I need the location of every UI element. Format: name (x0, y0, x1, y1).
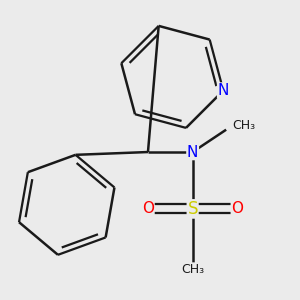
Text: CH₃: CH₃ (232, 119, 255, 132)
Text: S: S (188, 200, 198, 218)
Text: O: O (231, 201, 243, 216)
Text: O: O (142, 201, 154, 216)
Text: N: N (218, 83, 229, 98)
Text: CH₃: CH₃ (181, 263, 204, 276)
Text: N: N (187, 145, 198, 160)
